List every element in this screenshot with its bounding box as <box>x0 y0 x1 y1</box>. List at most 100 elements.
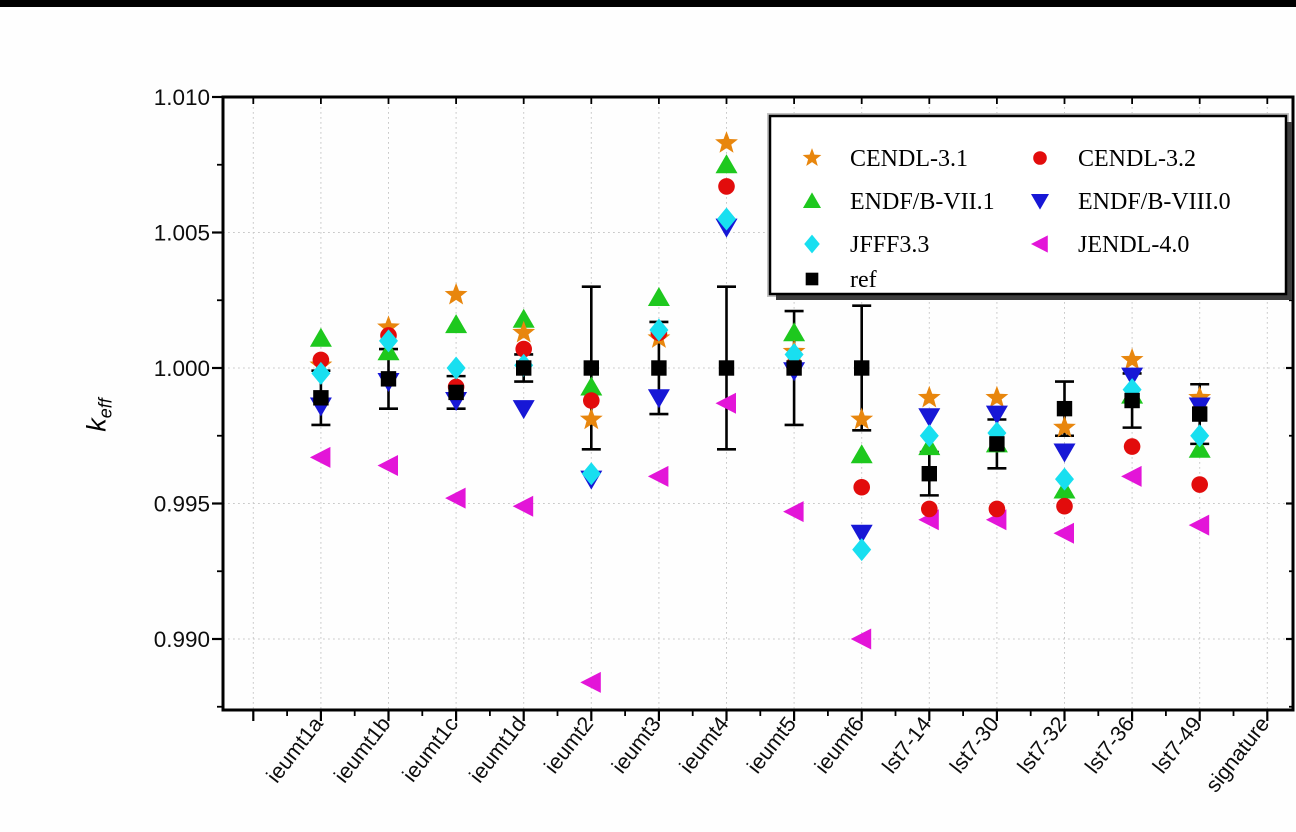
x-tick-label-ieumt4: ieumt4 <box>675 712 734 778</box>
marker-ENDF/B-VII.1-ieumt1a <box>309 327 332 347</box>
y-tick-label: 1.005 <box>154 220 210 245</box>
legend-swatch-ref <box>805 272 819 286</box>
marker-ENDF/B-VII.1-ieumt2 <box>580 376 603 396</box>
x-tick-label-lst7-49: lst7-49 <box>1148 712 1207 778</box>
marker-JFFF3.3-lst7-32 <box>1055 467 1074 491</box>
x-tick-label-ieumt1a: ieumt1a <box>262 712 328 787</box>
x-tick-label-ieumt1c: ieumt1c <box>398 712 463 786</box>
marker-ENDF/B-VII.1-ieumt1d <box>512 308 535 328</box>
marker-ENDF/B-VII.1-ieumt3 <box>647 287 670 307</box>
legend-swatch-CENDL-3.1 <box>802 148 822 166</box>
marker-JENDL-4.0-ieumt4 <box>715 392 736 414</box>
legend-item-ENDF/B-VII.1: ENDF/B-VII.1 <box>802 189 995 215</box>
marker-CENDL-3.1-ieumt6 <box>850 407 874 430</box>
y-axis-label: keff <box>81 398 116 432</box>
y-tick-label: 1.000 <box>154 356 210 381</box>
marker-ENDF/B-VII.1-ieumt4 <box>715 154 738 174</box>
marker-CENDL-3.2-ieumt2 <box>583 392 600 409</box>
legend-label-JENDL-4.0: JENDL-4.0 <box>1078 232 1189 258</box>
marker-ENDF/B-VIII.0-lst7-14 <box>918 408 941 428</box>
marker-CENDL-3.2-lst7-14 <box>921 500 938 518</box>
marker-ref-ieumt4 <box>718 360 735 376</box>
x-tick-labels: ieumt1a ieumt1b ieumt1c ieumt1d ieumt2 ieumt3… <box>262 712 1274 797</box>
marker-ref-ieumt1d <box>516 360 532 376</box>
marker-ENDF/B-VIII.0-lst7-36 <box>1121 367 1144 387</box>
marker-ref-lst7-30 <box>989 436 1005 452</box>
marker-JENDL-4.0-lst7-49 <box>1188 514 1210 536</box>
data-markers <box>309 131 1212 693</box>
marker-ENDF/B-VIII.0-ieumt1d <box>512 400 535 420</box>
marker-CENDL-3.1-ieumt2 <box>579 407 603 430</box>
marker-ENDF/B-VIII.0-lst7-32 <box>1053 443 1076 463</box>
marker-ENDF/B-VII.1-ieumt1c <box>445 314 468 334</box>
marker-CENDL-3.2-ieumt6 <box>853 478 870 496</box>
x-tick-label-ieumt3: ieumt3 <box>607 712 666 778</box>
marker-JFFF3.3-ieumt5 <box>784 342 804 366</box>
marker-JFFF3.3-ieumt4 <box>717 207 736 231</box>
marker-CENDL-3.1-lst7-32 <box>1053 415 1076 438</box>
marker-ENDF/B-VII.1-ieumt6 <box>850 444 873 464</box>
marker-ref-ieumt1c <box>448 384 464 401</box>
marker-CENDL-3.1-lst7-30 <box>985 385 1009 408</box>
marker-CENDL-3.1-lst7-14 <box>917 385 941 408</box>
legend-label-CENDL-3.2: CENDL-3.2 <box>1078 146 1196 172</box>
marker-CENDL-3.1-ieumt1c <box>444 282 468 305</box>
marker-JENDL-4.0-ieumt1d <box>512 495 534 517</box>
legend-label-ENDF/B-VII.1: ENDF/B-VII.1 <box>850 189 995 215</box>
marker-ref-ieumt3 <box>651 360 667 376</box>
marker-CENDL-3.2-ieumt1a <box>312 351 330 369</box>
legend-swatch-ENDF/B-VII.1 <box>802 192 822 208</box>
legend-swatch-CENDL-3.2 <box>1033 151 1047 165</box>
marker-JFFF3.3-lst7-49 <box>1190 424 1210 448</box>
marker-CENDL-3.1-ieumt1d <box>512 320 536 343</box>
legend-label-JFFF3.3: JFFF3.3 <box>850 232 929 258</box>
axis-ticks <box>212 95 1293 721</box>
marker-ref-ieumt1b <box>380 371 397 387</box>
y-axis-label-symbol: k <box>81 418 112 432</box>
x-tick-label-ieumt1b: ieumt1b <box>329 712 395 787</box>
marker-JFFF3.3-ieumt3 <box>649 318 669 342</box>
legend: CENDL-3.1 CENDL-3.2 ENDF/B-VII.1 ENDF/B-VII… <box>767 113 1292 300</box>
marker-JFFF3.3-ieumt1c <box>446 356 466 380</box>
marker-JENDL-4.0-lst7-32 <box>1053 522 1074 544</box>
legend-swatch-JENDL-4.0 <box>1030 235 1048 253</box>
marker-JENDL-4.0-ieumt1a <box>309 446 331 468</box>
x-tick-label-ieumt6: ieumt6 <box>810 712 869 778</box>
marker-CENDL-3.1-ieumt1b <box>377 315 400 338</box>
marker-ref-lst7-36 <box>1124 392 1140 409</box>
y-tick-label: 1.010 <box>154 85 210 110</box>
marker-ref-ieumt2 <box>583 360 599 376</box>
x-tick-label-lst7-36: lst7-36 <box>1080 712 1139 778</box>
y-tick-label: 0.990 <box>154 627 210 652</box>
marker-ENDF/B-VIII.0-ieumt6 <box>850 524 873 544</box>
marker-CENDL-3.2-lst7-49 <box>1191 476 1208 493</box>
marker-CENDL-3.2-lst7-30 <box>988 500 1006 518</box>
marker-ref-lst7-49 <box>1192 406 1208 422</box>
x-tick-label-ieumt1d: ieumt1d <box>465 712 531 787</box>
top-border-bar <box>0 0 1296 7</box>
legend-item-CENDL-3.1: CENDL-3.1 <box>802 146 968 172</box>
marker-JENDL-4.0-ieumt1b <box>377 455 398 477</box>
marker-JENDL-4.0-ieumt1c <box>445 487 466 509</box>
legend-label-CENDL-3.1: CENDL-3.1 <box>850 146 968 172</box>
marker-JENDL-4.0-ieumt2 <box>580 671 601 693</box>
x-tick-label-ieumt5: ieumt5 <box>742 712 801 778</box>
marker-ENDF/B-VIII.0-lst7-30 <box>985 405 1008 425</box>
marker-ENDF/B-VII.1-ieumt5 <box>783 322 806 342</box>
legend-item-JFFF3.3: JFFF3.3 <box>804 232 929 258</box>
marker-JFFF3.3-ieumt6 <box>852 538 872 562</box>
marker-JENDL-4.0-lst7-36 <box>1121 465 1142 487</box>
y-tick-labels: 0.990 0.995 1.000 1.005 1.010 <box>154 85 210 652</box>
x-tick-label-ieumt2: ieumt2 <box>540 712 599 778</box>
marker-JFFF3.3-lst7-14 <box>919 424 939 448</box>
marker-ref-lst7-32 <box>1056 400 1073 417</box>
legend-label-ENDF/B-VIII.0: ENDF/B-VIII.0 <box>1078 189 1231 215</box>
marker-CENDL-3.2-lst7-32 <box>1056 497 1073 515</box>
legend-item-ref: ref <box>805 267 877 293</box>
marker-CENDL-3.2-lst7-36 <box>1123 438 1141 455</box>
error-bars <box>311 285 1210 497</box>
marker-JENDL-4.0-ieumt3 <box>647 465 669 487</box>
